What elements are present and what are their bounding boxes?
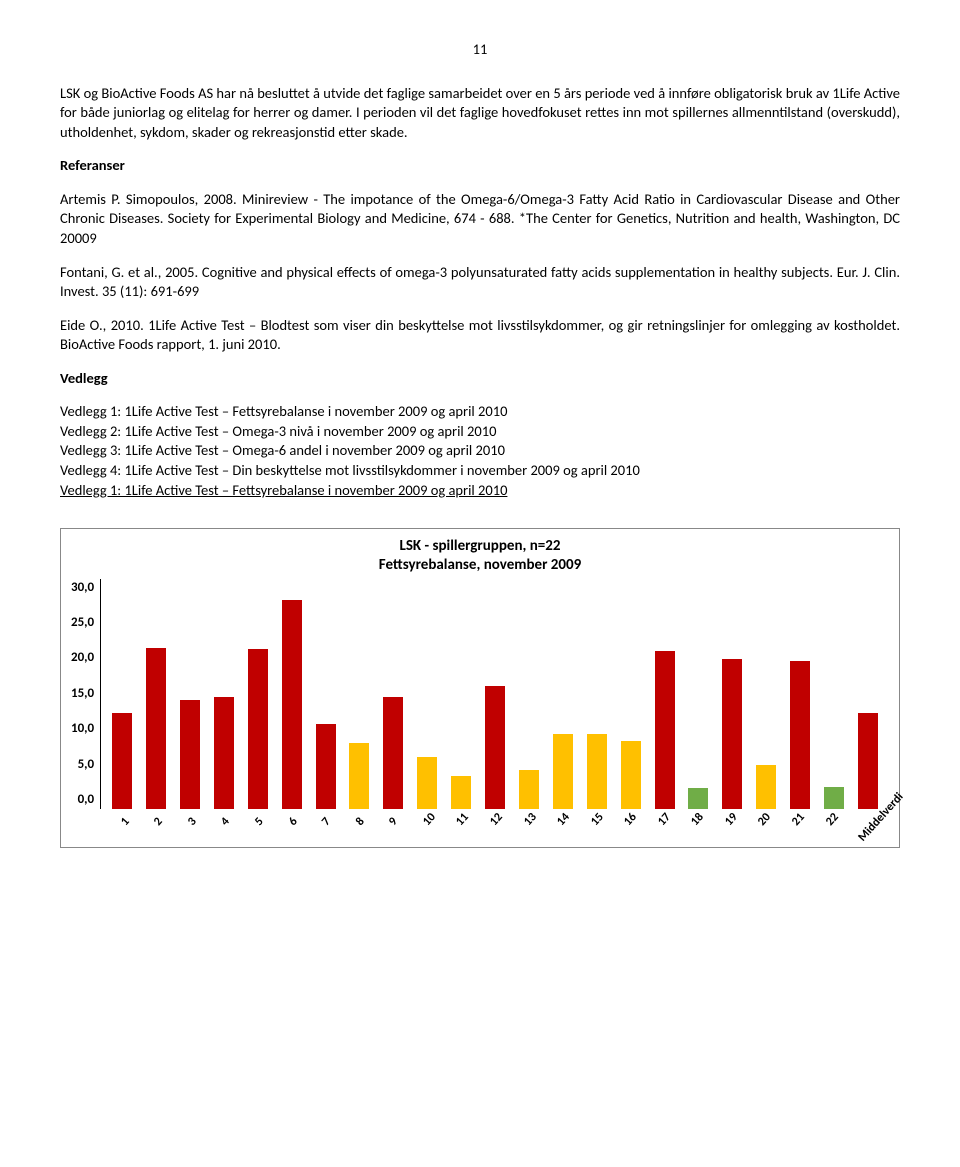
vedlegg-item-3: Vedlegg 3: 1Life Active Test – Omega-6 a…: [60, 441, 900, 461]
chart-title: LSK - spillergruppen, n=22 Fettsyrebalan…: [71, 537, 889, 575]
bar-chart: LSK - spillergruppen, n=22 Fettsyrebalan…: [60, 528, 900, 848]
bar: [621, 741, 641, 808]
bar: [858, 713, 878, 809]
y-tick: 15,0: [71, 685, 94, 703]
bar: [146, 648, 166, 809]
y-axis: 30,0 25,0 20,0 15,0 10,0 5,0 0,0: [71, 579, 100, 809]
bar: [756, 765, 776, 809]
y-tick: 25,0: [71, 614, 94, 632]
references-heading: Referanser: [60, 156, 900, 176]
bar: [316, 724, 336, 808]
vedlegg-list: Vedlegg 1: 1Life Active Test – Fettsyreb…: [60, 402, 900, 500]
bar: [655, 651, 675, 808]
bar: [485, 686, 505, 809]
bar: [383, 697, 403, 808]
bar: [248, 649, 268, 808]
vedlegg-item-4: Vedlegg 4: 1Life Active Test – Din besky…: [60, 461, 900, 481]
vedlegg-item-2: Vedlegg 2: 1Life Active Test – Omega-3 n…: [60, 422, 900, 442]
chart-title-line2: Fettsyrebalanse, november 2009: [379, 556, 581, 574]
vedlegg-item-1: Vedlegg 1: 1Life Active Test – Fettsyreb…: [60, 402, 900, 422]
bar: [587, 734, 607, 808]
bar: [112, 713, 132, 809]
y-tick: 10,0: [71, 720, 94, 738]
intro-paragraph: LSK og BioActive Foods AS har nå beslutt…: [60, 84, 900, 143]
page-number: 11: [60, 40, 900, 60]
bar: [349, 743, 369, 808]
bar: [553, 734, 573, 808]
bar: [722, 659, 742, 809]
bar: [214, 697, 234, 808]
reference-2: Fontani, G. et al., 2005. Cognitive and …: [60, 263, 900, 302]
bar: [180, 700, 200, 809]
chart-title-line1: LSK - spillergruppen, n=22: [400, 537, 561, 555]
y-tick: 20,0: [71, 649, 94, 667]
y-tick: 30,0: [71, 579, 94, 597]
reference-3: Eide O., 2010. 1Life Active Test – Blodt…: [60, 316, 900, 355]
bar: [790, 661, 810, 808]
x-axis: 12345678910111213141516171819202122Midde…: [109, 813, 889, 829]
bar: [451, 776, 471, 808]
vedlegg-heading: Vedlegg: [60, 369, 900, 389]
vedlegg-item-5: Vedlegg 1: 1Life Active Test – Fettsyreb…: [60, 481, 900, 501]
reference-1: Artemis P. Simopoulos, 2008. Minireview …: [60, 190, 900, 249]
bar: [282, 600, 302, 809]
y-tick: 5,0: [78, 756, 95, 774]
bar: [417, 757, 437, 809]
bar: [519, 770, 539, 808]
x-tick: Middelverdi: [855, 819, 880, 845]
y-tick: 0,0: [78, 791, 95, 809]
plot-area: [100, 579, 889, 809]
